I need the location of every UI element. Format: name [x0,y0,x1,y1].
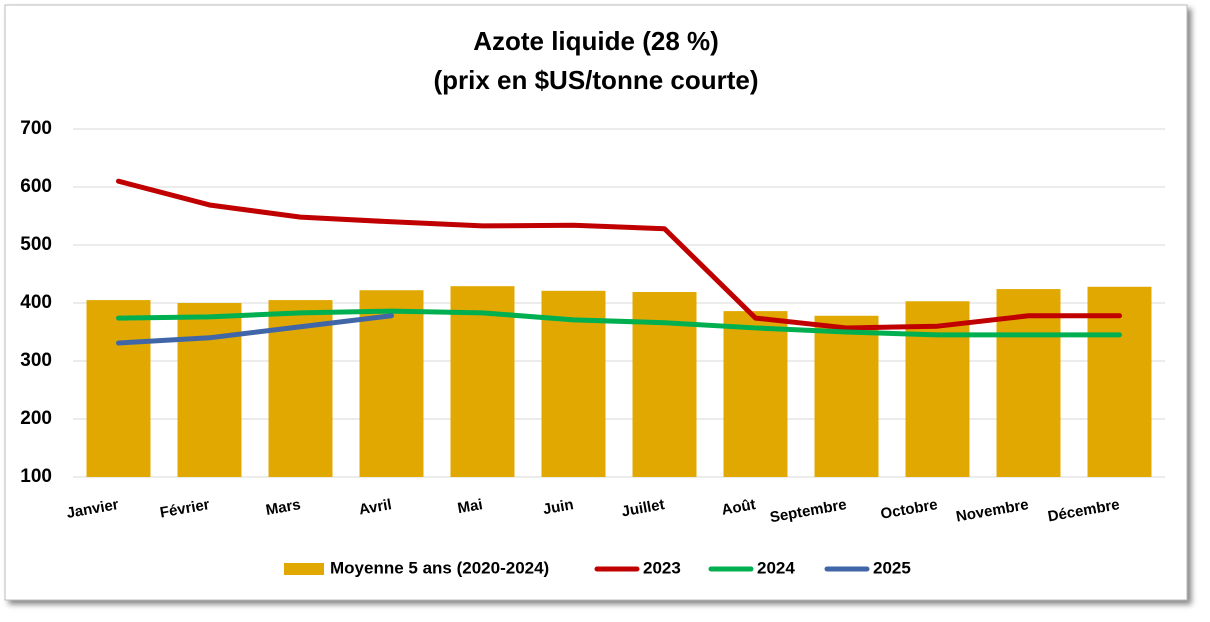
y-tick-label: 200 [20,408,52,429]
bar [905,301,970,477]
chart-subtitle: (prix en $US/tonne courte) [433,65,758,95]
bar [814,315,879,477]
x-tick-label: Avril [358,496,393,518]
y-tick-label: 300 [20,350,52,371]
y-tick-label: 100 [20,466,52,487]
x-tick-label: Août [720,496,757,519]
x-tick-label: Mars [264,496,301,519]
bar [1087,286,1152,477]
legend-swatch [284,563,324,575]
y-tick-label: 700 [20,118,52,139]
line-series [116,313,394,346]
legend-label: 2024 [757,558,795,577]
bar [723,311,788,477]
line-series [116,178,1122,331]
legend-label: 2025 [873,558,911,577]
y-tick-label: 600 [20,176,52,197]
bar [450,286,515,477]
legend-label: Moyenne 5 ans (2020-2024) [330,558,549,577]
x-tick-label: Mai [456,496,484,517]
x-tick-label: Juin [542,496,575,518]
bar [86,300,151,477]
y-tick-label: 500 [20,234,52,255]
bar [177,303,242,477]
chart-title: Azote liquide (28 %) [473,26,719,56]
y-tick-label: 400 [20,292,52,313]
line-series [116,308,1122,338]
bar [359,290,424,477]
legend-label: 2023 [643,558,681,577]
